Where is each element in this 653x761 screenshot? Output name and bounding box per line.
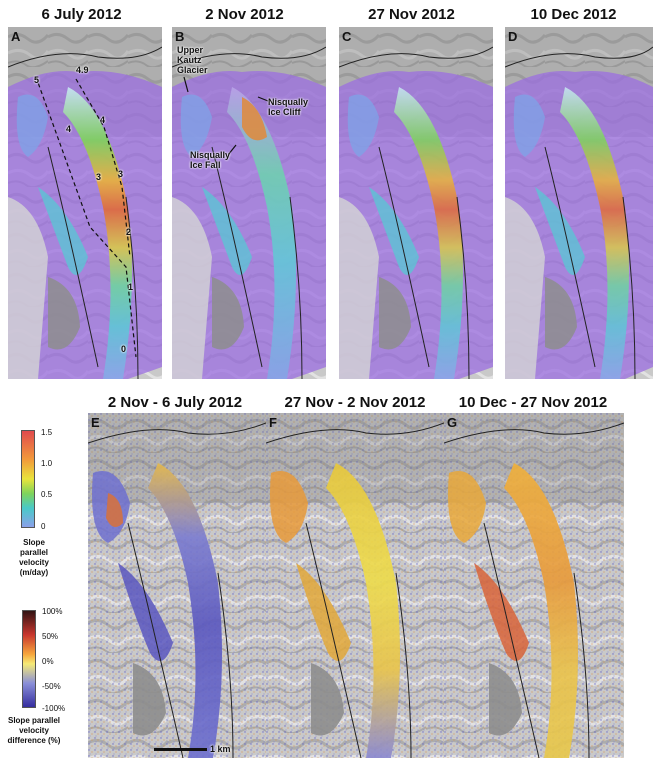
difference-tick-0: 0%	[42, 657, 54, 666]
velocity-tick-0-5: 0.5	[41, 490, 53, 499]
difference-legend-title: Slope parallel velocity difference (%)	[7, 716, 61, 745]
panel-letter-g: G	[447, 415, 458, 430]
profile-label-4b: 4	[100, 115, 106, 125]
map-c	[339, 27, 493, 379]
profile-label-3b: 3	[118, 169, 124, 179]
map-e	[88, 413, 266, 758]
scale-bar: 1 km	[154, 744, 266, 754]
velocity-legend-title: Slope parallel velocity (m/day)	[19, 538, 49, 577]
difference-colorbar	[22, 610, 36, 708]
panel-letter-c: C	[342, 29, 352, 44]
difference-tick-50: 50%	[42, 632, 59, 641]
profile-label-2: 2	[126, 227, 132, 237]
panel-letter-b: B	[175, 29, 185, 44]
panel-g: G	[444, 413, 624, 758]
title-a: 6 July 2012	[41, 6, 122, 23]
profile-label-3a: 3	[96, 172, 102, 182]
nisqually-ice-cliff-label: Nisqually Ice Cliff	[268, 97, 309, 117]
title-d: 10 Dec 2012	[530, 6, 617, 23]
title-c: 27 Nov 2012	[368, 6, 455, 23]
difference-colorbar-ramp	[22, 610, 36, 708]
panel-letter-e: E	[91, 415, 100, 430]
profile-label-5: 5	[34, 75, 40, 85]
panel-letter-f: F	[269, 415, 277, 430]
panel-d: D	[505, 27, 653, 379]
velocity-tick-1-5: 1.5	[41, 428, 53, 437]
profile-label-4a: 4	[66, 124, 72, 134]
panel-e: E 1 km	[88, 413, 266, 758]
difference-tick-minus50: -50%	[42, 682, 61, 691]
panel-b: B Upper Kautz Glacier Nisqually Ice Clif…	[172, 27, 326, 379]
panel-letter-d: D	[508, 29, 518, 44]
nisqually-ice-fall-label: Nisqually Ice Fall	[190, 150, 231, 170]
panel-c: C	[339, 27, 493, 379]
scale-bar-label: 1 km	[210, 744, 231, 754]
map-d	[505, 27, 653, 379]
velocity-tick-0: 0	[41, 522, 46, 531]
panel-a: A 5 4.9 4 4 3 3 2 1 0	[8, 27, 162, 379]
difference-tick-minus100: -100%	[42, 704, 66, 713]
velocity-colorbar	[21, 430, 35, 528]
title-g: 10 Dec - 27 Nov 2012	[458, 394, 608, 411]
profile-label-0: 0	[121, 344, 127, 354]
velocity-tick-1-0: 1.0	[41, 459, 53, 468]
map-a	[8, 27, 162, 379]
profile-label-4-9: 4.9	[76, 65, 89, 75]
title-b: 2 Nov 2012	[205, 6, 284, 23]
panel-letter-a: A	[11, 29, 21, 44]
difference-tick-100: 100%	[42, 607, 63, 616]
panel-f: F	[266, 413, 444, 758]
map-g	[444, 413, 624, 758]
velocity-colorbar-ramp	[21, 430, 35, 528]
title-f: 27 Nov - 2 Nov 2012	[284, 394, 426, 411]
title-e: 2 Nov - 6 July 2012	[107, 394, 243, 411]
map-b	[172, 27, 326, 379]
map-f	[266, 413, 444, 758]
profile-label-1: 1	[128, 282, 134, 292]
upper-kautz-label: Upper Kautz Glacier	[177, 45, 208, 75]
